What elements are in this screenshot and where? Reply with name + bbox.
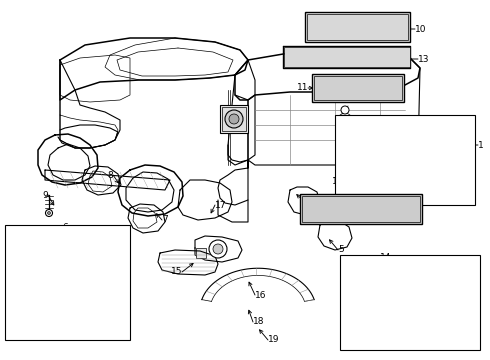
Text: 18: 18: [253, 318, 265, 327]
Circle shape: [14, 321, 22, 329]
Text: 8: 8: [107, 171, 113, 180]
Text: FX4: FX4: [342, 77, 374, 93]
Text: 14: 14: [380, 253, 392, 262]
Bar: [314, 76, 402, 100]
Bar: [222, 107, 246, 131]
Bar: [305, 12, 410, 42]
Bar: [196, 248, 206, 258]
Text: SPORT: SPORT: [330, 200, 392, 218]
Circle shape: [456, 288, 461, 292]
Bar: [220, 105, 248, 133]
Text: 2: 2: [455, 129, 461, 138]
Text: 17: 17: [215, 201, 226, 210]
Bar: [312, 74, 404, 102]
Circle shape: [454, 266, 462, 274]
Text: 19: 19: [268, 336, 279, 345]
Text: 1: 1: [478, 140, 484, 149]
Text: 15: 15: [171, 267, 182, 276]
Text: 4: 4: [305, 198, 311, 207]
Bar: [5, 225, 130, 340]
Text: 7: 7: [162, 216, 168, 225]
Text: 12: 12: [332, 177, 343, 186]
Circle shape: [46, 210, 52, 216]
Bar: [302, 196, 420, 222]
Text: 4X4: 4X4: [336, 18, 378, 36]
Bar: [284, 47, 410, 67]
Circle shape: [57, 290, 63, 296]
Text: OFF-ROAD: OFF-ROAD: [345, 94, 370, 99]
Circle shape: [48, 211, 50, 215]
Text: 6: 6: [62, 224, 68, 233]
Circle shape: [341, 106, 349, 114]
Text: 10: 10: [415, 24, 426, 33]
Bar: [340, 255, 480, 350]
Text: TREMOR: TREMOR: [314, 50, 380, 64]
Bar: [335, 115, 475, 205]
Bar: [307, 14, 408, 40]
Text: 3: 3: [455, 158, 461, 167]
Text: 11: 11: [296, 84, 308, 93]
Circle shape: [457, 133, 463, 139]
Text: 5: 5: [338, 246, 344, 255]
Text: 9: 9: [42, 190, 48, 199]
Text: 16: 16: [255, 291, 267, 300]
Circle shape: [225, 110, 243, 128]
Circle shape: [229, 114, 239, 124]
Circle shape: [209, 240, 227, 258]
Bar: [300, 194, 422, 224]
Circle shape: [213, 244, 223, 254]
Text: 13: 13: [418, 54, 430, 63]
Circle shape: [457, 269, 460, 271]
